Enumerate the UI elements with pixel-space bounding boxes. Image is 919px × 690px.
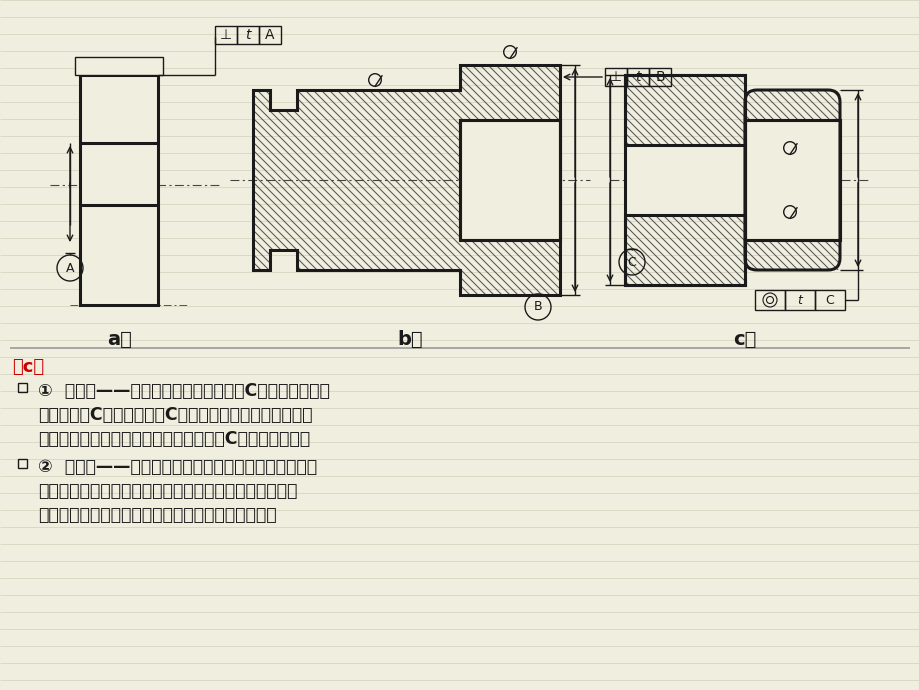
Text: b）: b）	[397, 330, 423, 349]
Bar	[605, 68, 627, 86]
Bar	[624, 215, 744, 285]
Text: 图c：: 图c：	[12, 358, 44, 376]
Bar	[648, 68, 670, 86]
Bar	[624, 75, 744, 285]
Text: ⊥: ⊥	[609, 70, 621, 84]
Bar	[18, 383, 27, 392]
Text: C: C	[627, 255, 636, 268]
Text: A: A	[265, 28, 275, 42]
Text: t: t	[797, 293, 801, 306]
Text: ②  粗基准——为保证飞轮旋转时的平衡，大外圆与不加: ② 粗基准——为保证飞轮旋转时的平衡，大外圆与不加	[38, 458, 317, 476]
Text: c）: c）	[732, 330, 755, 349]
Bar	[75, 57, 163, 75]
Text: t: t	[245, 28, 251, 42]
Bar	[215, 26, 237, 44]
Bar	[784, 290, 814, 310]
Text: B: B	[533, 301, 541, 313]
Bar	[460, 120, 560, 240]
Bar	[460, 120, 560, 240]
Text: t: t	[634, 70, 640, 84]
Text: B: B	[654, 70, 664, 84]
Bar	[80, 75, 158, 305]
Bar	[627, 68, 648, 86]
Bar	[624, 75, 744, 145]
Bar	[237, 26, 259, 44]
Text: 工孔要求同轴，且不加工内端面与外圆台阶面距离应尽可: 工孔要求同轴，且不加工内端面与外圆台阶面距离应尽可	[38, 482, 297, 500]
Text: A: A	[65, 262, 74, 275]
Bar	[624, 145, 744, 215]
Bar	[744, 120, 839, 240]
Text: C: C	[824, 293, 834, 306]
Text: 能的均匀，故应以不加工孔及内端面作定位粗基准。: 能的均匀，故应以不加工孔及内端面作定位粗基准。	[38, 506, 277, 524]
Text: ①  精基准——液压油缸的设计基准是孔C。按基准重合原: ① 精基准——液压油缸的设计基准是孔C。按基准重合原	[38, 382, 330, 400]
Text: 他表面，与统一基准原则相一致。故选孔C为统一精基准。: 他表面，与统一基准原则相一致。故选孔C为统一精基准。	[38, 430, 310, 448]
Text: ⊥: ⊥	[220, 28, 232, 42]
Text: 则，应选孔C为精基准。以C为精基准也可以方便地加工其: 则，应选孔C为精基准。以C为精基准也可以方便地加工其	[38, 406, 312, 424]
Bar	[814, 290, 844, 310]
Bar	[18, 459, 27, 468]
Bar	[259, 26, 280, 44]
Text: a）: a）	[108, 330, 132, 349]
Bar	[744, 120, 839, 240]
Bar	[754, 290, 784, 310]
